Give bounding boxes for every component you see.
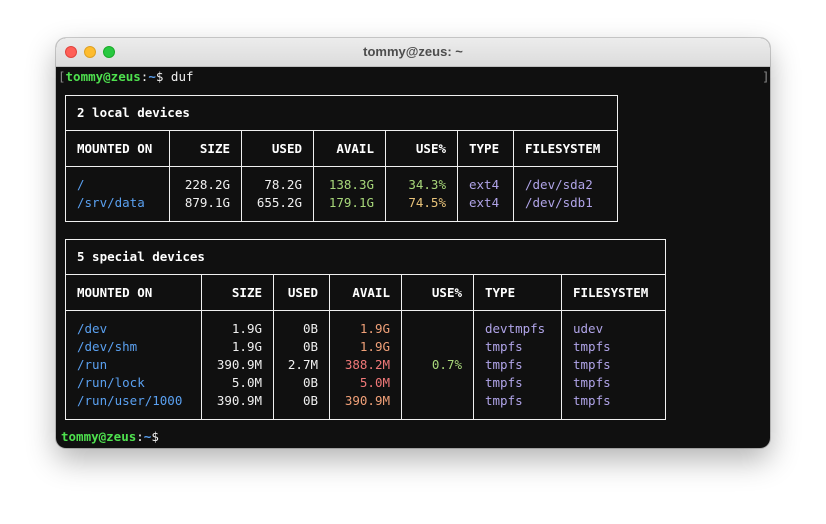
special-row-avail: 390.9M xyxy=(344,393,390,408)
special-row-type: tmpfs xyxy=(485,339,523,354)
local-row-type: ext4 xyxy=(469,195,500,210)
prompt-close-bracket: ] xyxy=(762,69,770,84)
special-row-filesystem: udev xyxy=(573,321,604,336)
special-row-avail: 1.9G xyxy=(359,339,390,354)
special-row-avail: 5.0M xyxy=(359,375,390,390)
local-table-title: 2 local devices xyxy=(77,105,190,120)
special-row-type: tmpfs xyxy=(485,393,523,408)
local-row-mount: /srv/data xyxy=(77,195,145,210)
special-row-used: 2.7M xyxy=(287,357,318,372)
prompt-colon: : xyxy=(140,69,149,84)
local-row-used: 655.2G xyxy=(256,195,302,210)
special-row-mount: /run xyxy=(77,357,108,372)
prompt-colon: : xyxy=(136,429,144,444)
prompt-dollar: $ xyxy=(155,69,164,84)
prompt-dollar: $ xyxy=(151,429,159,444)
special-row-avail: 1.9G xyxy=(359,321,390,336)
close-button[interactable] xyxy=(65,46,77,58)
prompt-path: ~ xyxy=(143,429,152,444)
special-row-used: 0B xyxy=(302,321,318,336)
title-bar: tommy@zeus: ~ xyxy=(56,38,770,67)
terminal-content[interactable]: [tommy@zeus:~$ duf ] 2 local devices MOU… xyxy=(56,67,770,448)
terminal-window: tommy@zeus: ~ [tommy@zeus:~$ duf ] 2 loc… xyxy=(56,38,770,448)
special-row-used: 0B xyxy=(302,375,318,390)
local-row-avail: 138.3G xyxy=(328,177,374,192)
prompt-command: duf xyxy=(163,69,194,84)
local-row-size: 228.2G xyxy=(184,177,230,192)
local-header-use-percent: USE% xyxy=(415,141,446,156)
local-row-filesystem: /dev/sdb1 xyxy=(525,195,593,210)
local-row-use-percent: 74.5% xyxy=(408,195,446,210)
special-row-used: 0B xyxy=(302,339,318,354)
local-header-avail: AVAIL xyxy=(336,141,374,156)
local-header-mounted-on: MOUNTED ON xyxy=(77,141,153,156)
special-header-mounted-on: MOUNTED ON xyxy=(77,285,153,300)
local-row-filesystem: /dev/sda2 xyxy=(525,177,593,192)
special-row-filesystem: tmpfs xyxy=(573,357,611,372)
special-header-size: SIZE xyxy=(231,285,262,300)
prompt-path: ~ xyxy=(148,69,156,84)
special-row-used: 0B xyxy=(302,393,318,408)
zoom-button[interactable] xyxy=(103,46,115,58)
special-row-size: 1.9G xyxy=(231,339,262,354)
local-row-mount: / xyxy=(77,177,85,192)
special-row-size: 390.9M xyxy=(216,393,262,408)
local-row-use-percent: 34.3% xyxy=(408,177,446,192)
special-row-filesystem: tmpfs xyxy=(573,375,611,390)
special-row-use-percent: 0.7% xyxy=(431,357,462,372)
special-row-mount: /dev xyxy=(77,321,108,336)
local-row-type: ext4 xyxy=(469,177,500,192)
minimize-button[interactable] xyxy=(84,46,96,58)
local-row-avail: 179.1G xyxy=(328,195,374,210)
special-row-size: 5.0M xyxy=(231,375,262,390)
local-header-type: TYPE xyxy=(469,141,500,156)
prompt-open-bracket: [ xyxy=(58,69,66,84)
window-title: tommy@zeus: ~ xyxy=(363,44,463,59)
prompt-user-host: tommy@zeus xyxy=(65,69,141,84)
special-row-size: 390.9M xyxy=(216,357,262,372)
special-header-used: USED xyxy=(287,285,318,300)
special-row-avail: 388.2M xyxy=(344,357,390,372)
special-header-type: TYPE xyxy=(485,285,516,300)
prompt-line-2: tommy@zeus:~$ xyxy=(61,428,159,446)
special-row-mount: /run/user/1000 xyxy=(77,393,183,408)
special-row-filesystem: tmpfs xyxy=(573,393,611,408)
special-header-filesystem: FILESYSTEM xyxy=(573,285,649,300)
special-row-mount: /dev/shm xyxy=(77,339,138,354)
special-row-filesystem: tmpfs xyxy=(573,339,611,354)
local-row-used: 78.2G xyxy=(264,177,302,192)
special-header-avail: AVAIL xyxy=(352,285,390,300)
special-devices-table: 5 special devices MOUNTED ON SIZE USED A… xyxy=(65,239,666,420)
local-devices-table: 2 local devices MOUNTED ON SIZE USED AVA… xyxy=(65,95,618,222)
special-row-type: devtmpfs xyxy=(485,321,546,336)
special-row-type: tmpfs xyxy=(485,357,523,372)
prompt-user-host: tommy@zeus xyxy=(61,429,137,444)
special-table-title: 5 special devices xyxy=(77,249,205,264)
local-row-size: 879.1G xyxy=(184,195,230,210)
special-row-type: tmpfs xyxy=(485,375,523,390)
local-header-used: USED xyxy=(271,141,302,156)
prompt-line-1: [tommy@zeus:~$ duf xyxy=(58,68,194,86)
local-header-filesystem: FILESYSTEM xyxy=(525,141,601,156)
special-header-use-percent: USE% xyxy=(431,285,462,300)
special-row-size: 1.9G xyxy=(231,321,262,336)
local-header-size: SIZE xyxy=(199,141,230,156)
special-row-mount: /run/lock xyxy=(77,375,145,390)
